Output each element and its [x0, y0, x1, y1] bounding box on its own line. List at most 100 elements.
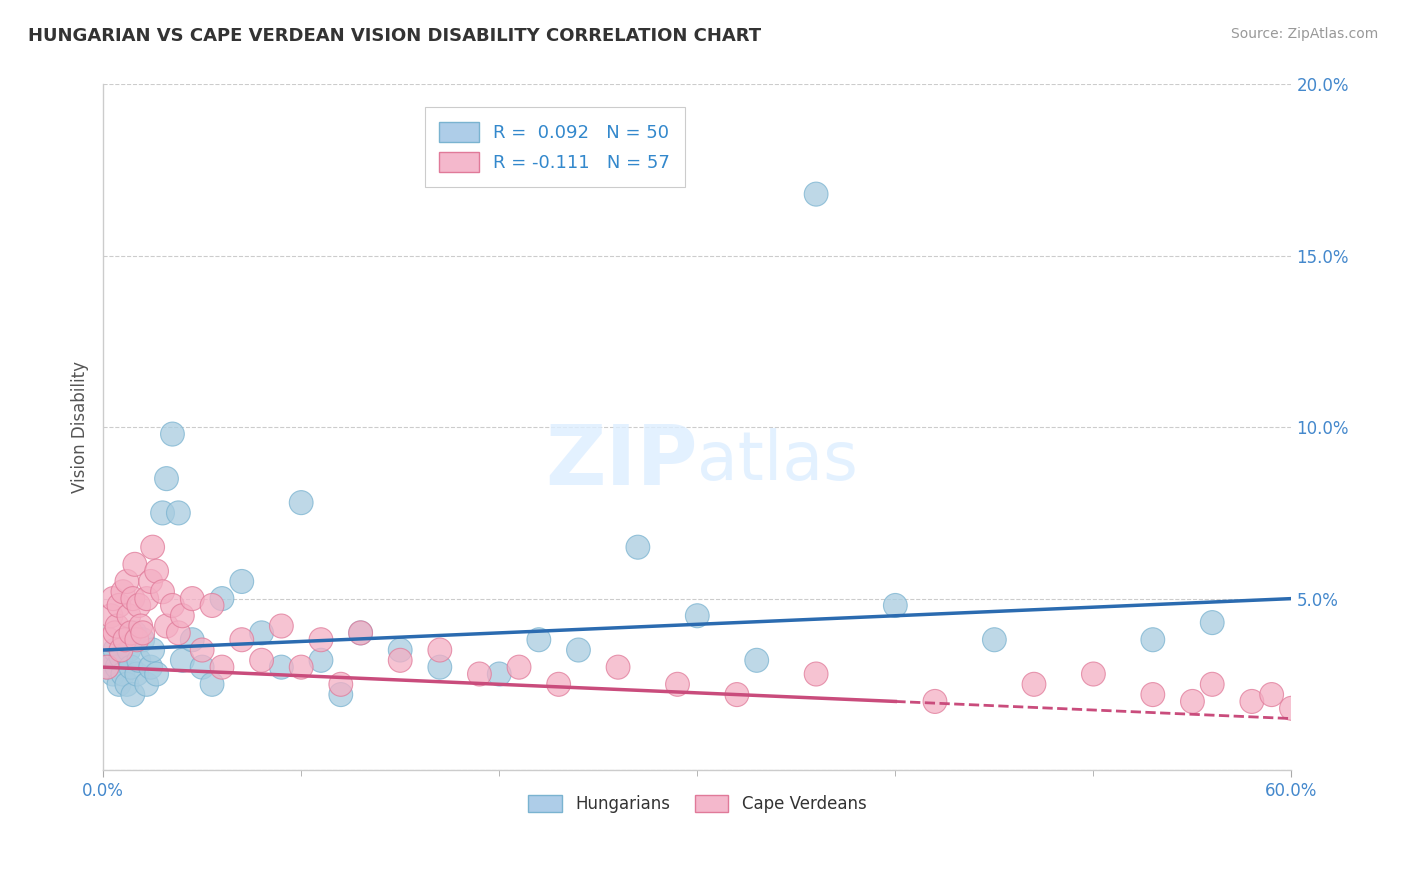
Ellipse shape — [97, 628, 121, 652]
Ellipse shape — [1181, 690, 1205, 714]
Ellipse shape — [112, 628, 136, 652]
Ellipse shape — [100, 648, 122, 673]
Ellipse shape — [160, 593, 184, 617]
Ellipse shape — [1240, 690, 1264, 714]
Ellipse shape — [1279, 697, 1303, 721]
Ellipse shape — [1260, 682, 1284, 706]
Ellipse shape — [127, 593, 150, 617]
Ellipse shape — [120, 655, 143, 679]
Ellipse shape — [166, 501, 190, 524]
Ellipse shape — [270, 614, 294, 638]
Ellipse shape — [1201, 673, 1225, 697]
Ellipse shape — [665, 673, 689, 697]
Ellipse shape — [96, 655, 120, 679]
Ellipse shape — [103, 621, 127, 645]
Ellipse shape — [139, 569, 163, 593]
Ellipse shape — [329, 673, 353, 697]
Ellipse shape — [107, 673, 131, 697]
Ellipse shape — [101, 662, 125, 686]
Ellipse shape — [349, 621, 373, 645]
Text: Source: ZipAtlas.com: Source: ZipAtlas.com — [1230, 27, 1378, 41]
Ellipse shape — [125, 628, 149, 652]
Ellipse shape — [101, 587, 125, 611]
Ellipse shape — [150, 580, 174, 604]
Ellipse shape — [388, 648, 412, 673]
Ellipse shape — [110, 645, 132, 669]
Ellipse shape — [111, 662, 135, 686]
Ellipse shape — [290, 655, 314, 679]
Ellipse shape — [508, 655, 531, 679]
Ellipse shape — [115, 673, 139, 697]
Ellipse shape — [1022, 673, 1046, 697]
Ellipse shape — [290, 491, 314, 515]
Ellipse shape — [111, 580, 135, 604]
Ellipse shape — [96, 655, 120, 679]
Ellipse shape — [567, 638, 591, 662]
Ellipse shape — [105, 655, 129, 679]
Ellipse shape — [209, 587, 233, 611]
Ellipse shape — [125, 662, 149, 686]
Ellipse shape — [122, 552, 146, 576]
Ellipse shape — [121, 682, 145, 706]
Ellipse shape — [100, 604, 122, 628]
Ellipse shape — [626, 535, 650, 559]
Ellipse shape — [166, 621, 190, 645]
Ellipse shape — [527, 628, 551, 652]
Legend: Hungarians, Cape Verdeans: Hungarians, Cape Verdeans — [519, 785, 876, 823]
Ellipse shape — [388, 638, 412, 662]
Ellipse shape — [121, 587, 145, 611]
Ellipse shape — [1081, 662, 1105, 686]
Ellipse shape — [160, 422, 184, 446]
Ellipse shape — [329, 682, 353, 706]
Y-axis label: Vision Disability: Vision Disability — [72, 361, 89, 493]
Ellipse shape — [170, 648, 194, 673]
Ellipse shape — [117, 604, 141, 628]
Ellipse shape — [804, 662, 828, 686]
Ellipse shape — [883, 593, 907, 617]
Text: HUNGARIAN VS CAPE VERDEAN VISION DISABILITY CORRELATION CHART: HUNGARIAN VS CAPE VERDEAN VISION DISABIL… — [28, 27, 761, 45]
Ellipse shape — [131, 628, 155, 652]
Ellipse shape — [427, 655, 451, 679]
Ellipse shape — [427, 638, 451, 662]
Ellipse shape — [122, 621, 146, 645]
Ellipse shape — [231, 569, 253, 593]
Ellipse shape — [141, 638, 165, 662]
Ellipse shape — [135, 587, 159, 611]
Ellipse shape — [120, 621, 143, 645]
Ellipse shape — [1140, 628, 1164, 652]
Ellipse shape — [209, 655, 233, 679]
Ellipse shape — [180, 587, 204, 611]
Ellipse shape — [155, 467, 179, 491]
Ellipse shape — [924, 690, 946, 714]
Ellipse shape — [107, 593, 131, 617]
Ellipse shape — [103, 638, 127, 662]
Ellipse shape — [547, 673, 571, 697]
Ellipse shape — [725, 682, 749, 706]
Ellipse shape — [488, 662, 512, 686]
Ellipse shape — [1140, 682, 1164, 706]
Ellipse shape — [112, 628, 136, 652]
Ellipse shape — [349, 621, 373, 645]
Ellipse shape — [170, 604, 194, 628]
Ellipse shape — [745, 648, 769, 673]
Text: atlas: atlas — [697, 428, 858, 494]
Ellipse shape — [129, 614, 153, 638]
Ellipse shape — [131, 621, 155, 645]
Ellipse shape — [105, 614, 129, 638]
Ellipse shape — [135, 673, 159, 697]
Ellipse shape — [141, 535, 165, 559]
Ellipse shape — [180, 628, 204, 652]
Ellipse shape — [150, 501, 174, 524]
Ellipse shape — [139, 655, 163, 679]
Ellipse shape — [110, 638, 132, 662]
Ellipse shape — [468, 662, 491, 686]
Ellipse shape — [983, 628, 1007, 652]
Ellipse shape — [117, 638, 141, 662]
Ellipse shape — [231, 628, 253, 652]
Ellipse shape — [115, 569, 139, 593]
Ellipse shape — [270, 655, 294, 679]
Ellipse shape — [127, 648, 150, 673]
Ellipse shape — [200, 593, 224, 617]
Ellipse shape — [250, 648, 273, 673]
Ellipse shape — [145, 662, 169, 686]
